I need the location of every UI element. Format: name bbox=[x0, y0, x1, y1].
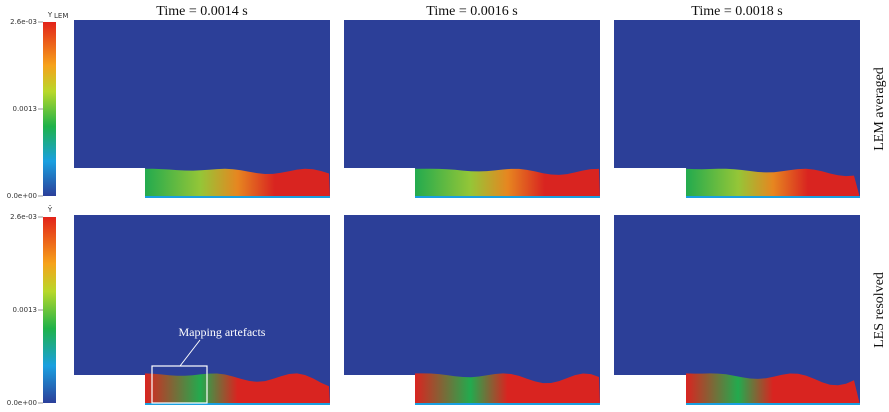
annotation: Mapping artefacts bbox=[179, 325, 266, 339]
wall bbox=[415, 403, 600, 405]
annotation-leader bbox=[179, 339, 201, 367]
colorbar-tick-label: 2.6e-03 bbox=[10, 213, 37, 221]
colorbar-title: Y bbox=[47, 11, 53, 19]
wall bbox=[686, 403, 860, 405]
colorbar-title: Ỹ bbox=[47, 205, 53, 214]
colorbar bbox=[43, 22, 56, 196]
colorbar-tick-label: 0.0e+00 bbox=[7, 399, 37, 407]
wall bbox=[145, 403, 330, 405]
wall bbox=[145, 196, 330, 198]
colorbar-tick-label: 0.0013 bbox=[13, 306, 38, 314]
domain bbox=[74, 20, 330, 198]
mixing-layer bbox=[145, 373, 330, 405]
mixing-layer bbox=[145, 168, 330, 198]
colorbar bbox=[43, 217, 56, 403]
row-label: LES resolved bbox=[872, 272, 887, 348]
domain bbox=[614, 20, 860, 198]
domain bbox=[614, 215, 860, 405]
column-title: Time = 0.0018 s bbox=[691, 4, 782, 19]
row-label: LEM averaged bbox=[872, 67, 887, 151]
colorbar-tick-label: 2.6e-03 bbox=[10, 18, 37, 26]
domain bbox=[74, 215, 330, 405]
colorbar-tick-label: 0.0e+00 bbox=[7, 192, 37, 200]
mixing-layer bbox=[415, 373, 600, 405]
column-title: Time = 0.0016 s bbox=[426, 4, 517, 19]
mixing-layer bbox=[686, 373, 860, 405]
mixing-layer bbox=[686, 168, 860, 198]
colorbar-tick-label: 0.0013 bbox=[13, 105, 38, 113]
column-title: Time = 0.0014 s bbox=[156, 4, 247, 19]
wall bbox=[686, 196, 860, 198]
colorbar-subscript: LEM bbox=[54, 12, 68, 20]
domain bbox=[344, 20, 600, 198]
wall bbox=[415, 196, 600, 198]
annotation-box bbox=[151, 365, 208, 404]
mixing-layer bbox=[415, 168, 600, 198]
domain bbox=[344, 215, 600, 405]
